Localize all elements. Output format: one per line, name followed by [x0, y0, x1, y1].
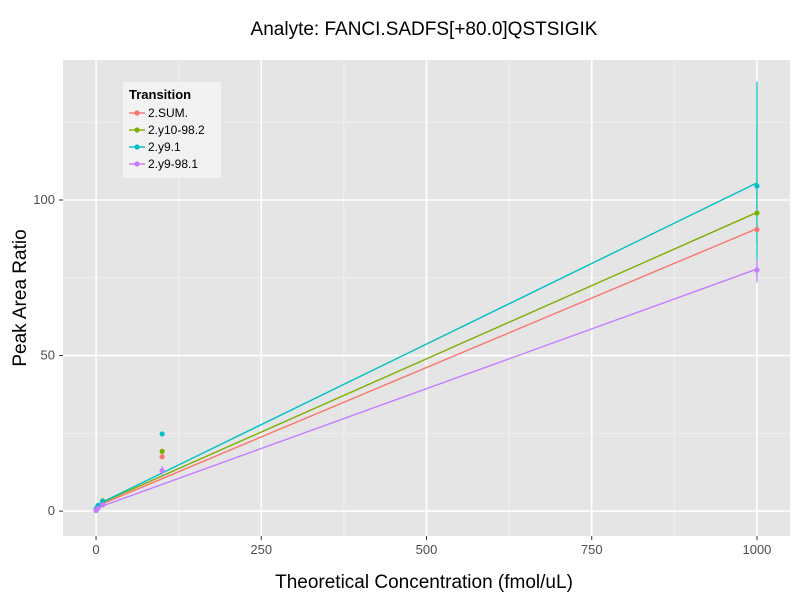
fit-line-2-sum	[95, 227, 758, 508]
legend-marker	[134, 110, 140, 116]
chart-title: Analyte: FANCI.SADFS[+80.0]QSTSIGIK	[251, 19, 598, 40]
data-point-2-y9-1	[159, 431, 165, 437]
y-tick-label: 100	[33, 192, 55, 207]
data-point-2-y9-1	[754, 183, 760, 189]
legend-label: 2.y10-98.2	[148, 123, 205, 137]
x-axis-ticks: 0 250 500 750 1000	[92, 536, 771, 557]
legend-marker	[134, 161, 140, 167]
legend-label: 2.y9.1	[148, 140, 181, 154]
x-tick-label: 0	[92, 542, 99, 557]
data-point-2-y10-98-2	[159, 448, 165, 454]
y-axis-title: Peak Area Ratio	[10, 229, 31, 366]
legend: Transition 2.SUM. 2.y10-98.2 2.y9.1 2.y9-98…	[123, 82, 221, 178]
legend-item-2-y9-98-1: 2.y9-98.1	[129, 157, 198, 171]
data-point-2-y9-98-1	[159, 468, 165, 474]
fit-line-2-y9-98-1	[95, 268, 758, 509]
fit-lines	[95, 182, 758, 509]
data-point-2-sum	[754, 226, 760, 233]
data-points	[93, 183, 760, 514]
data-point-2-y9-98-1	[100, 502, 106, 508]
fit-line-2-y10-98-2	[95, 211, 758, 506]
fit-line-2-y9-1	[95, 182, 758, 506]
legend-item-2-y10-98-2: 2.y10-98.2	[129, 123, 205, 137]
x-tick-label: 750	[581, 542, 603, 557]
legend-title: Transition	[129, 87, 191, 102]
data-point-2-y9-98-1	[754, 267, 760, 273]
y-tick-label: 0	[48, 503, 55, 518]
y-tick-label: 50	[41, 348, 55, 363]
x-tick-label: 1000	[742, 542, 771, 557]
legend-marker	[134, 127, 140, 133]
y-axis-ticks: 0 50 100	[33, 192, 63, 518]
x-axis-title: Theoretical Concentration (fmol/uL)	[275, 572, 573, 593]
data-point-2-sum	[159, 454, 165, 460]
legend-label: 2.y9-98.1	[148, 157, 198, 171]
legend-item-2-y9-1: 2.y9.1	[129, 140, 181, 154]
x-tick-label: 500	[416, 542, 438, 557]
data-point-2-y10-98-2	[754, 210, 760, 216]
legend-marker	[134, 144, 140, 150]
legend-item-2-sum: 2.SUM.	[129, 106, 188, 120]
data-point-2-y9-98-1	[95, 505, 101, 511]
legend-label: 2.SUM.	[148, 106, 188, 120]
x-tick-label: 250	[250, 542, 272, 557]
legend-items: 2.SUM. 2.y10-98.2 2.y9.1 2.y9-98.1	[129, 106, 205, 171]
